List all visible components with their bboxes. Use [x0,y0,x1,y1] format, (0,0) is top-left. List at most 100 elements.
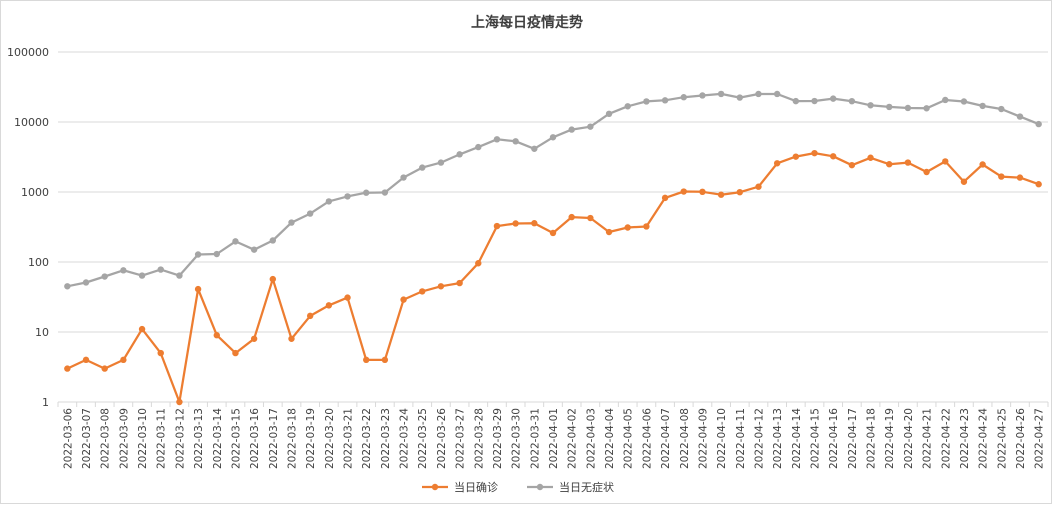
x-tick-label: 2022-03-16 [249,408,261,469]
data-point [904,104,912,112]
x-tick-label: 2022-03-07 [81,408,93,469]
y-axis-ticks: 1 10 100 1000 10000 100000 [7,46,49,409]
data-point [643,98,650,105]
y-tick-label: 100 [28,256,49,269]
data-point [755,183,762,190]
data-point [344,193,351,200]
data-point [979,102,986,110]
x-tick-label: 2022-03-11 [156,408,168,469]
data-point [942,96,949,104]
legend-marker [536,483,544,491]
data-point [904,159,912,166]
data-point [306,210,314,217]
data-point [680,94,687,101]
y-tick-label: 100000 [7,46,49,59]
data-point [512,138,519,145]
x-tick-label: 2022-03-25 [417,408,429,469]
x-tick-label: 2022-04-14 [791,408,803,469]
x-tick-label: 2022-03-21 [343,408,355,469]
x-tick-label: 2022-03-31 [529,408,541,469]
data-point [493,136,501,143]
x-tick-label: 2022-03-19 [305,408,317,469]
data-point [157,349,164,357]
data-point [381,189,389,196]
series-1 [64,149,1042,406]
data-point [194,251,202,258]
data-point [120,356,127,364]
data-point [811,149,818,157]
data-point [250,335,258,342]
data-point [176,272,183,279]
x-tick-label: 2022-04-09 [697,408,709,469]
data-point [269,275,277,283]
x-tick-label: 2022-04-10 [716,408,728,469]
data-point [773,90,781,98]
data-point [306,312,314,320]
data-point [773,160,781,167]
legend-label: 当日确诊 [454,480,498,494]
data-point [680,188,687,195]
data-point [960,98,968,105]
data-point [213,250,220,258]
data-point [512,220,519,227]
x-axis-ticks: 2022-03-06 2022-03-07 2022-03-08 2022-03-09… [57,402,1049,469]
x-tick-label: 2022-03-15 [230,408,242,469]
data-point [1035,120,1042,128]
data-point [811,97,818,105]
x-tick-label: 2022-04-08 [679,408,691,469]
legend-item: 当日确诊 [422,480,498,494]
data-point [82,279,90,286]
data-point [344,294,351,301]
x-tick-label: 2022-03-13 [193,408,205,469]
data-point [549,229,557,237]
x-tick-label: 2022-03-10 [137,408,149,469]
x-tick-label: 2022-03-08 [100,408,112,469]
data-point [829,153,837,160]
data-point [325,198,333,205]
data-point [1016,113,1024,120]
data-point [400,174,407,181]
data-point [587,123,594,130]
data-point [213,332,220,339]
series-2 [64,90,1042,290]
data-point [549,134,557,141]
x-tick-label: 2022-04-07 [660,408,672,469]
legend-item: 当日无症状 [527,480,614,494]
x-tick-label: 2022-04-16 [828,408,840,469]
data-point [1016,174,1024,181]
series-line [67,92,1040,288]
y-tick-label: 1000 [21,186,49,199]
x-tick-label: 2022-04-11 [735,408,747,469]
x-tick-label: 2022-04-27 [1034,408,1046,469]
x-tick-label: 2022-03-23 [380,408,392,469]
x-tick-label: 2022-04-04 [604,408,616,469]
x-tick-label: 2022-04-20 [903,408,915,469]
data-point [792,97,800,105]
x-tick-label: 2022-03-17 [268,408,280,469]
x-tick-label: 2022-03-06 [62,408,74,469]
data-point [138,272,146,279]
x-tick-label: 2022-04-18 [866,408,878,469]
data-point [1035,181,1042,188]
data-point [923,168,930,176]
data-point [792,153,800,160]
data-point [419,288,426,295]
data-point [942,158,949,165]
data-point [138,325,146,333]
data-point [923,105,930,112]
x-tick-label: 2022-04-02 [567,408,579,469]
data-point [886,103,893,111]
x-tick-label: 2022-04-21 [922,408,934,469]
x-tick-label: 2022-03-12 [174,408,186,469]
data-point [587,214,594,222]
data-point [998,105,1005,113]
legend-label: 当日无症状 [559,480,614,494]
data-point [176,398,183,406]
data-point [82,356,90,364]
x-tick-label: 2022-03-27 [455,408,467,469]
y-tick-label: 10 [35,326,49,339]
data-point [101,273,108,280]
x-tick-label: 2022-03-14 [212,408,224,469]
data-point [232,349,239,357]
